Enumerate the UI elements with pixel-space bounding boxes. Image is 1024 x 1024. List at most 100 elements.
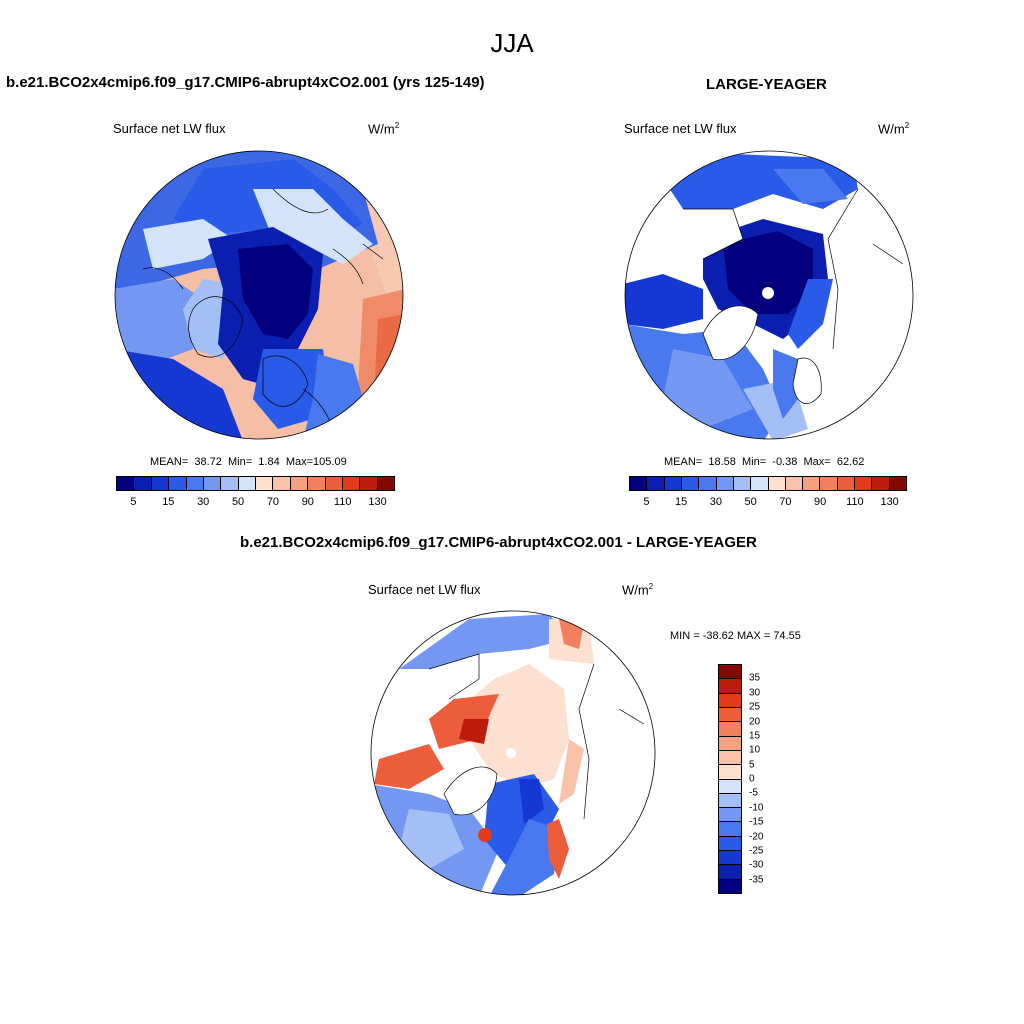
colorbar-swatch xyxy=(377,477,394,490)
right-colorbar-ticks: 5 15 30 50 70 90 110 130 xyxy=(629,496,907,510)
colorbar-swatch xyxy=(719,736,741,751)
diff-variable-label: Surface net LW flux xyxy=(368,582,481,597)
diff-title: b.e21.BCO2x4cmip6.f09_g17.CMIP6-abrupt4x… xyxy=(240,534,757,551)
colorbar-swatch xyxy=(855,477,873,490)
colorbar-tick-label: -5 xyxy=(749,787,758,799)
colorbar-swatch xyxy=(872,477,890,490)
right-colorbar xyxy=(629,476,907,491)
right-stats: MEAN= 18.58 Min= -0.38 Max= 62.62 xyxy=(664,456,865,468)
colorbar-swatch xyxy=(719,693,741,708)
left-colorbar-ticks: 5 15 30 50 70 90 110 130 xyxy=(116,496,395,510)
colorbar-tick-label: -35 xyxy=(749,874,764,886)
colorbar-tick-label: 15 xyxy=(749,730,761,742)
colorbar-swatch xyxy=(134,477,152,490)
colorbar-swatch xyxy=(290,477,309,490)
colorbar-tick-label: 130 xyxy=(368,496,387,508)
panel-left-title: b.e21.BCO2x4cmip6.f09_g17.CMIP6-abrupt4x… xyxy=(6,74,485,91)
colorbar-swatch xyxy=(733,477,752,490)
colorbar-tick-label: 110 xyxy=(333,496,352,508)
colorbar-swatch xyxy=(647,477,665,490)
colorbar-swatch xyxy=(186,477,204,490)
colorbar-tick-label: -20 xyxy=(749,831,764,842)
colorbar-swatch xyxy=(719,750,741,766)
colorbar-swatch xyxy=(151,477,170,490)
colorbar-swatch xyxy=(719,707,741,723)
colorbar-tick-label: 5 xyxy=(130,496,137,508)
colorbar-tick-label: -25 xyxy=(749,845,764,857)
colorbar-tick-label: 30 xyxy=(709,496,722,508)
colorbar-tick-label: 130 xyxy=(880,496,899,508)
colorbar-swatch xyxy=(719,836,741,852)
colorbar-swatch xyxy=(768,477,786,490)
left-variable-label: Surface net LW flux xyxy=(113,121,226,136)
colorbar-tick-label: 90 xyxy=(301,496,314,508)
colorbar-tick-label: 15 xyxy=(162,496,175,508)
colorbar-tick-label: 15 xyxy=(675,496,688,508)
colorbar-swatch xyxy=(751,477,769,490)
colorbar-tick-label: -30 xyxy=(749,859,764,871)
colorbar-swatch xyxy=(719,765,741,780)
colorbar-swatch xyxy=(699,477,717,490)
colorbar-swatch xyxy=(630,477,648,490)
left-stats: MEAN= 38.72 Min= 1.84 Max=105.09 xyxy=(150,456,347,468)
colorbar-swatch xyxy=(719,851,741,866)
colorbar-tick-label: 5 xyxy=(749,759,755,771)
colorbar-tick-label: -10 xyxy=(749,802,764,814)
right-units-label: W/m2 xyxy=(878,121,910,137)
colorbar-swatch xyxy=(837,477,856,490)
colorbar-swatch xyxy=(719,822,741,837)
colorbar-swatch xyxy=(117,477,135,490)
colorbar-swatch xyxy=(719,808,741,823)
panel-right-title: LARGE-YEAGER xyxy=(706,76,827,93)
colorbar-swatch xyxy=(719,779,741,794)
colorbar-swatch xyxy=(719,679,741,694)
colorbar-swatch xyxy=(719,879,741,893)
colorbar-swatch xyxy=(803,477,821,490)
diff-colorbar xyxy=(718,664,742,894)
colorbar-tick-label: 70 xyxy=(779,496,792,508)
right-variable-label: Surface net LW flux xyxy=(624,121,737,136)
colorbar-swatch xyxy=(719,793,741,809)
left-colorbar xyxy=(116,476,395,491)
colorbar-tick-label: 70 xyxy=(266,496,280,508)
colorbar-tick-label: 50 xyxy=(744,496,757,508)
colorbar-swatch xyxy=(169,477,187,490)
colorbar-tick-label: 90 xyxy=(814,496,827,508)
diff-polar-map xyxy=(370,610,656,896)
colorbar-swatch xyxy=(256,477,274,490)
diff-stats: MIN = -38.62 MAX = 74.55 xyxy=(670,630,801,642)
colorbar-swatch xyxy=(360,477,378,490)
colorbar-swatch xyxy=(716,477,734,490)
colorbar-swatch xyxy=(342,477,361,490)
colorbar-tick-label: 20 xyxy=(749,716,761,727)
colorbar-swatch xyxy=(308,477,326,490)
colorbar-tick-label: 0 xyxy=(749,773,755,785)
colorbar-swatch xyxy=(889,477,906,490)
colorbar-tick-label: 35 xyxy=(749,672,761,684)
colorbar-tick-label: 50 xyxy=(231,496,245,508)
colorbar-tick-label: 30 xyxy=(197,496,210,508)
colorbar-swatch xyxy=(238,477,256,490)
right-polar-map xyxy=(624,150,914,440)
colorbar-swatch xyxy=(203,477,222,490)
colorbar-swatch xyxy=(785,477,804,490)
colorbar-tick-label: 25 xyxy=(749,701,761,713)
colorbar-swatch xyxy=(681,477,700,490)
colorbar-swatch xyxy=(221,477,239,490)
colorbar-tick-label: 30 xyxy=(749,687,761,699)
colorbar-swatch xyxy=(664,477,682,490)
colorbar-tick-label: 5 xyxy=(643,496,650,508)
colorbar-tick-label: 10 xyxy=(749,744,761,756)
colorbar-tick-label: -15 xyxy=(749,816,764,828)
colorbar-swatch xyxy=(325,477,343,490)
colorbar-swatch xyxy=(820,477,838,490)
left-polar-map xyxy=(114,150,404,440)
diff-units-label: W/m2 xyxy=(622,582,654,598)
colorbar-swatch xyxy=(719,665,741,680)
left-units-label: W/m2 xyxy=(368,121,400,137)
figure-suptitle: JJA xyxy=(490,28,534,58)
colorbar-swatch xyxy=(719,865,741,880)
diff-colorbar-ticks: 35 30 25 20 15 10 5 0 -5 -10 -15 -20 -25 -30 -35 xyxy=(749,664,779,894)
colorbar-tick-label: 110 xyxy=(846,496,864,508)
colorbar-swatch xyxy=(273,477,291,490)
